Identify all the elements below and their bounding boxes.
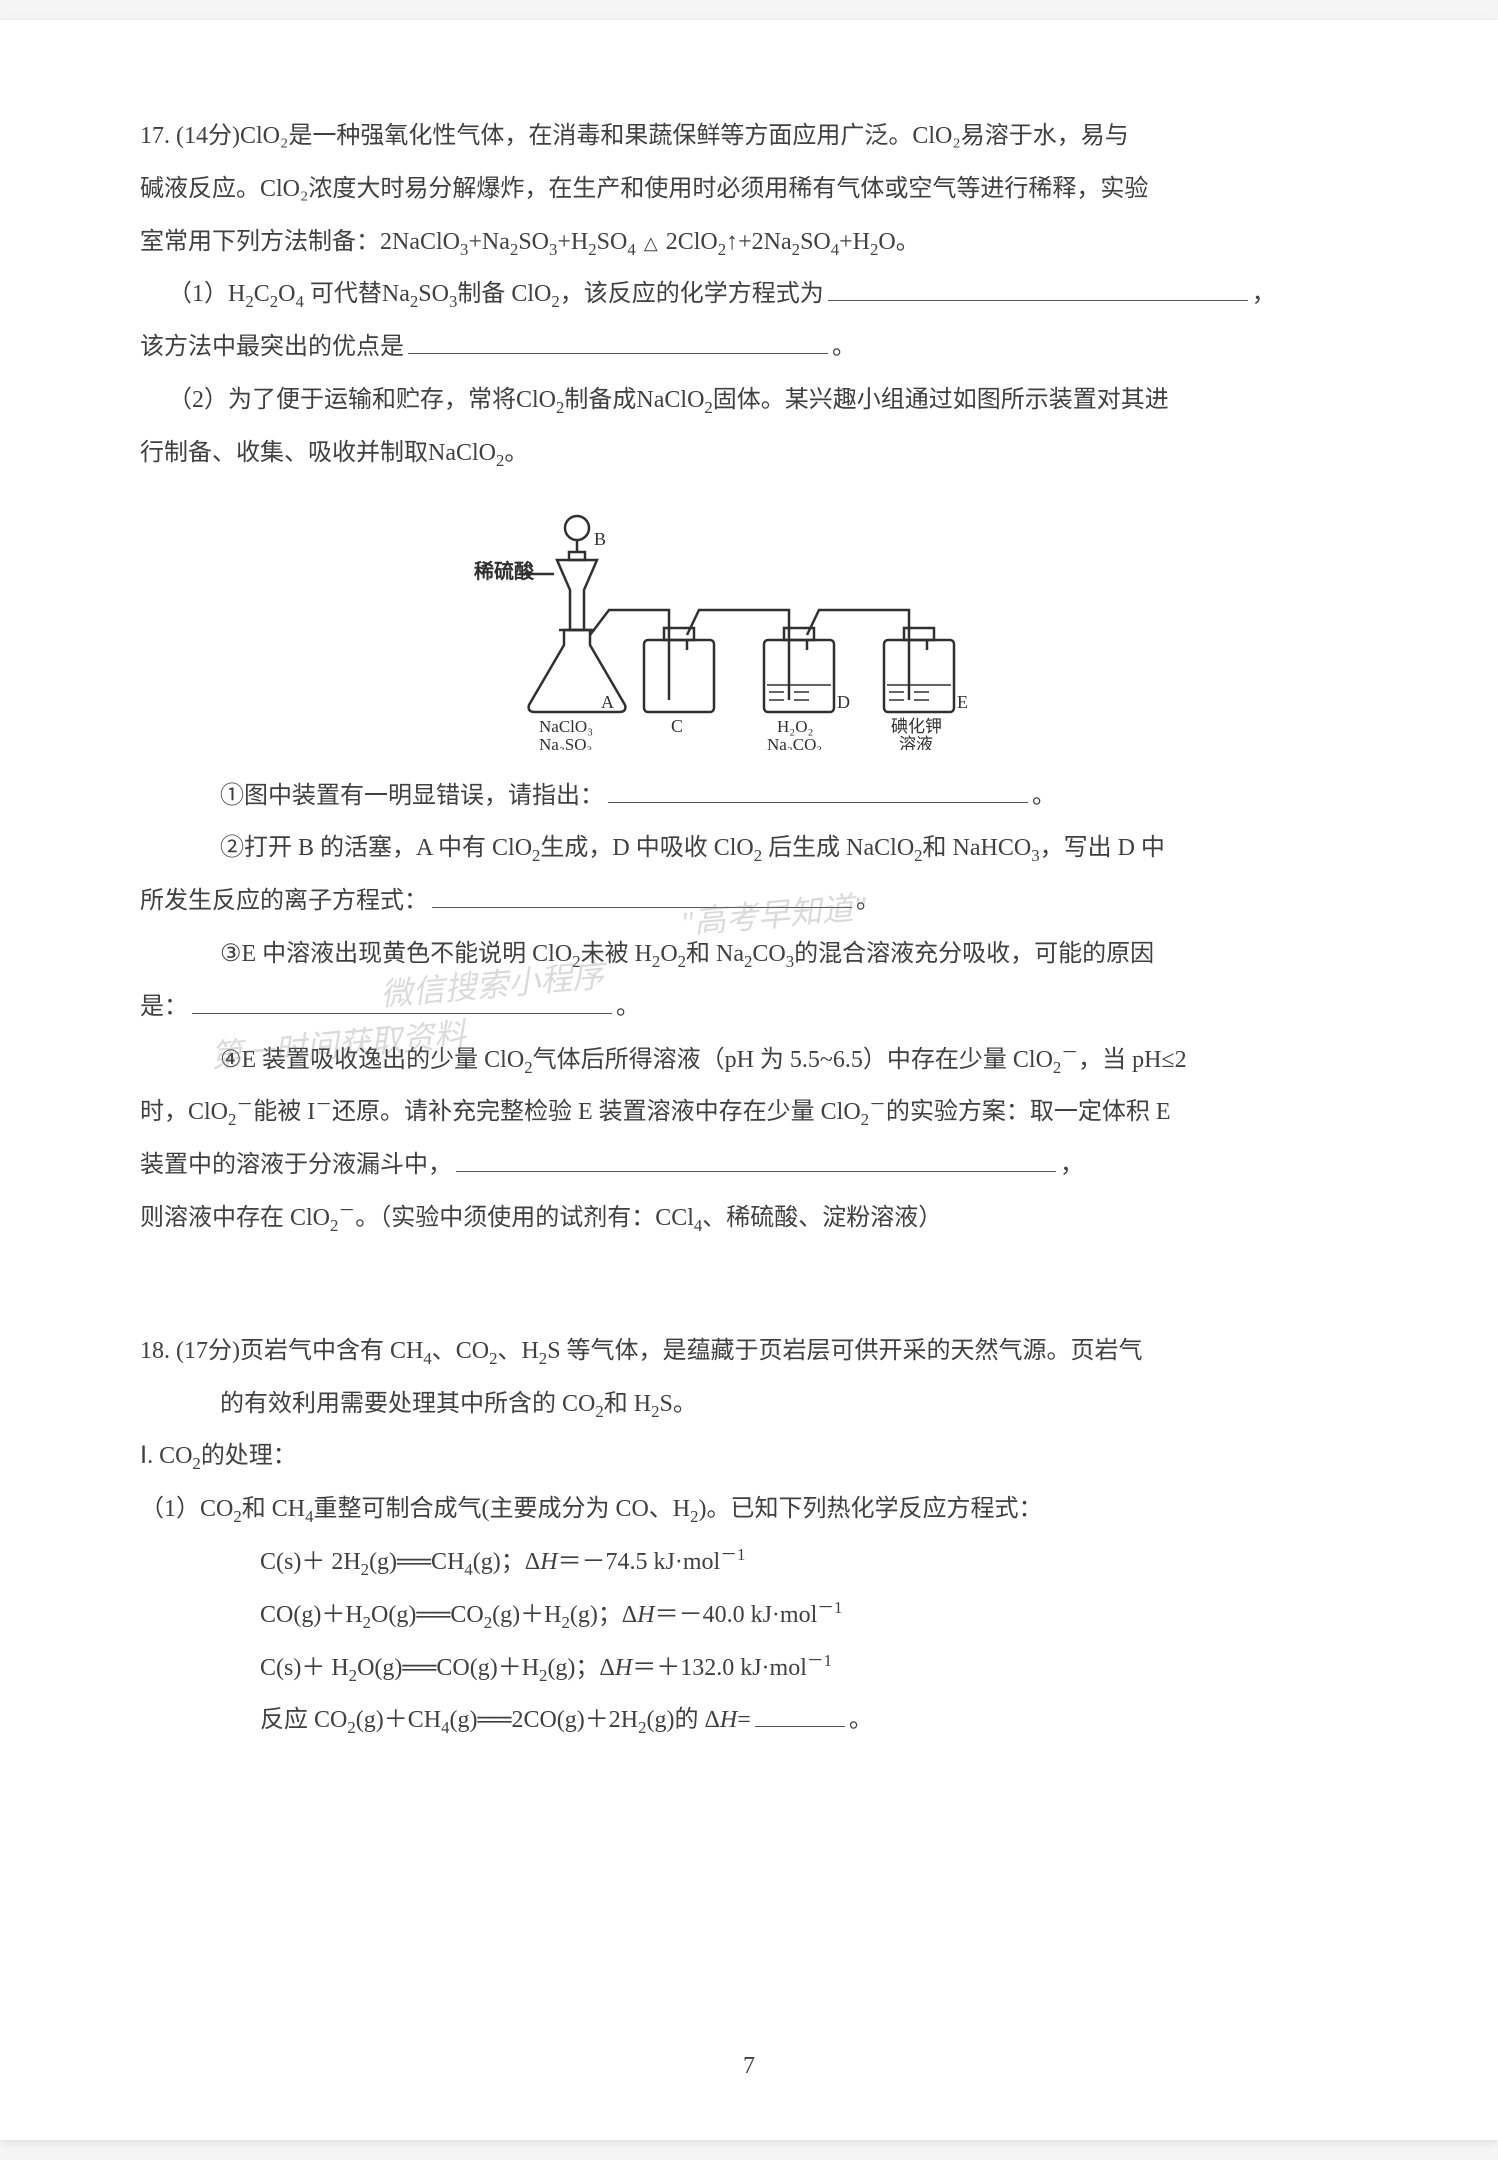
- q17-circle4-l3: 装置中的溶液于分液漏斗中， ，: [140, 1139, 1358, 1192]
- eq3-text: C(s)＋ H2O(g)══CO(g)＋H2(g)；ΔH＝＋132.0 kJ·m…: [260, 1655, 832, 1681]
- blank-field: [192, 992, 612, 1014]
- c2-l1: ②打开 B 的活塞，A 中有 ClO2生成，D 中吸收 ClO2 后生成 NaC…: [220, 835, 1165, 861]
- q17-sub1-p: 。: [832, 334, 856, 360]
- label-A: A: [601, 692, 614, 712]
- q17-points: (14分): [176, 123, 240, 149]
- q18-eq3: C(s)＋ H2O(g)══CO(g)＋H2(g)；ΔH＝＋132.0 kJ·m…: [140, 1642, 1358, 1695]
- q17-circle3-l1: ③E 中溶液出现黄色不能说明 ClO2未被 H2O2和 Na2CO3的混合溶液充…: [140, 928, 1358, 981]
- question-18: 18. (17分)页岩气中含有 CH4、CO2、H2S 等气体，是蕴藏于页岩层可…: [140, 1325, 1358, 1747]
- q17-sub1-label: （1）: [168, 281, 228, 307]
- q17-intro-line3: 室常用下列方法制备：2NaClO3+Na2SO3+H2SO4△2ClO2↑+2N…: [140, 216, 1358, 269]
- content-area: 17. (14分)ClO₂是一种强氧化性气体，在消毒和果蔬保鲜等方面应用广泛。C…: [140, 110, 1358, 1747]
- q17-circle2-l1: ②打开 B 的活塞，A 中有 ClO2生成，D 中吸收 ClO2 后生成 NaC…: [140, 822, 1358, 875]
- q18-sub1-label: （1）: [140, 1496, 200, 1522]
- q17-sub2-l1: 为了便于运输和贮存，常将ClO2制备成NaClO2固体。某兴趣小组通过如图所示装…: [228, 387, 1169, 413]
- apparatus-svg: B 稀硫酸 A NaClO₃ Na₂SO₃: [439, 510, 1059, 750]
- c4-l1: ④E 装置吸收逸出的少量 ClO2气体后所得溶液（pH 为 5.5~6.5）中存…: [220, 1047, 1187, 1073]
- q18-s1-label: Ⅰ. CO2的处理：: [140, 1443, 297, 1469]
- c3-l1: ③E 中溶液出现黄色不能说明 ClO2未被 H2O2和 Na2CO3的混合溶液充…: [220, 941, 1154, 967]
- c4-l4: 则溶液中存在 ClO2－。（实验中须使用的试剂有：CCl4、稀硫酸、淀粉溶液）: [140, 1205, 942, 1231]
- blank-field: [755, 1705, 845, 1727]
- c2-p: 。: [856, 888, 880, 914]
- label-B: B: [594, 529, 606, 549]
- q17-equation1: 2NaClO3+Na2SO3+H2SO4△2ClO2↑+2Na2SO4+H2O。: [380, 229, 920, 255]
- page-number: 7: [743, 2053, 755, 2080]
- question-17: 17. (14分)ClO₂是一种强氧化性气体，在消毒和果蔬保鲜等方面应用广泛。C…: [140, 110, 1358, 1245]
- q18-number: 18.: [140, 1338, 170, 1364]
- bottle-D-l2: Na₂CO₃: [767, 735, 822, 750]
- q18-l2: 的有效利用需要处理其中所含的 CO2和 H2S。: [220, 1391, 697, 1417]
- q17-circle2-l2: 所发生反应的离子方程式： 。: [140, 875, 1358, 928]
- flask-A-l1: NaClO₃: [539, 717, 593, 736]
- q17-sub1: （1）H2C2O4 可代替Na2SO3制备 ClO2，该反应的化学方程式为 ，: [140, 268, 1358, 321]
- q17-circle4-l2: 时，ClO2－能被 I－还原。请补充完整检验 E 装置溶液中存在少量 ClO2－…: [140, 1086, 1358, 1139]
- q17-number: 17.: [140, 123, 170, 149]
- q18-eq4: 反应 CO2(g)＋CH4(g)══2CO(g)＋2H2(g)的 ΔH= 。: [140, 1694, 1358, 1747]
- q17-sub2-l2: 行制备、收集、吸收并制取NaClO2。: [140, 440, 528, 466]
- eq2-text: CO(g)＋H2O(g)══CO2(g)＋H2(g)；ΔH＝－40.0 kJ·m…: [260, 1602, 842, 1628]
- label-dilute-acid: 稀硫酸: [474, 559, 535, 583]
- q17-intro-line1: 17. (14分)ClO₂是一种强氧化性气体，在消毒和果蔬保鲜等方面应用广泛。C…: [140, 110, 1358, 163]
- c4-comma: ，: [1060, 1152, 1084, 1178]
- q18-section1: Ⅰ. CO2的处理：: [140, 1430, 1358, 1483]
- bottle-E-l1: 碘化钾: [891, 717, 942, 736]
- page-container: 17. (14分)ClO₂是一种强氧化性气体，在消毒和果蔬保鲜等方面应用广泛。C…: [0, 20, 1498, 2140]
- apparatus-diagram: B 稀硫酸 A NaClO₃ Na₂SO₃: [140, 510, 1358, 750]
- c1-p: 。: [1032, 783, 1056, 809]
- label-E: E: [957, 692, 968, 712]
- eq4-p: 。: [849, 1707, 873, 1733]
- q18-eq1: C(s)＋ 2H2(g)══CH4(g)；ΔH＝－74.5 kJ·mol－1: [140, 1536, 1358, 1589]
- q17-intro-prefix: 室常用下列方法制备：: [140, 229, 380, 255]
- q18-l1: 页岩气中含有 CH4、CO2、H2S 等气体，是蕴藏于页岩层可供开采的天然气源。…: [240, 1338, 1143, 1364]
- q17-sub2-line1: （2）为了便于运输和贮存，常将ClO2制备成NaClO2固体。某兴趣小组通过如图…: [140, 374, 1358, 427]
- bottle-D-l1: H₂O₂: [777, 717, 813, 736]
- q17-sub2-line2: 行制备、收集、吸收并制取NaClO2。: [140, 427, 1358, 480]
- q17-circle3-l2: 是： 。: [140, 981, 1358, 1034]
- q17-sub1-text: H2C2O4 可代替Na2SO3制备 ClO2，该反应的化学方程式为: [228, 281, 824, 307]
- eq4-prefix: 反应 CO2(g)＋CH4(g)══2CO(g)＋2H2(g)的 ΔH=: [260, 1707, 751, 1733]
- q18-eq2: CO(g)＋H2O(g)══CO2(g)＋H2(g)；ΔH＝－40.0 kJ·m…: [140, 1589, 1358, 1642]
- blank-field: [608, 781, 1028, 803]
- label-C: C: [671, 716, 683, 736]
- blank-field: [828, 279, 1248, 301]
- blank-field: [456, 1150, 1056, 1172]
- q17-adv-text: 该方法中最突出的优点是: [140, 334, 404, 360]
- eq1-text: C(s)＋ 2H2(g)══CH4(g)；ΔH＝－74.5 kJ·mol－1: [260, 1549, 745, 1575]
- q18-intro-l2: 的有效利用需要处理其中所含的 CO2和 H2S。: [140, 1378, 1358, 1431]
- c4-l3: 装置中的溶液于分液漏斗中，: [140, 1152, 452, 1178]
- c3-p: 。: [616, 994, 640, 1020]
- flask-A-l2: Na₂SO₃: [539, 735, 592, 750]
- c1-text: ①图中装置有一明显错误，请指出：: [220, 783, 604, 809]
- q18-sub1-text: CO2和 CH4重整可制合成气(主要成分为 CO、H2)。已知下列热化学反应方程…: [200, 1496, 1043, 1522]
- q18-points: (17分): [176, 1338, 240, 1364]
- blank-field: [432, 886, 852, 908]
- c2-l2: 所发生反应的离子方程式：: [140, 888, 428, 914]
- blank-field: [408, 332, 828, 354]
- q17-sub1-trail: ，: [1252, 281, 1276, 307]
- q17-circle1: ①图中装置有一明显错误，请指出： 。: [140, 770, 1358, 823]
- q17-intro-text1: ClO₂是一种强氧化性气体，在消毒和果蔬保鲜等方面应用广泛。ClO₂易溶于水，易…: [240, 123, 1129, 149]
- q18-intro-l1: 18. (17分)页岩气中含有 CH4、CO2、H2S 等气体，是蕴藏于页岩层可…: [140, 1325, 1358, 1378]
- q17-circle4-l1: ④E 装置吸收逸出的少量 ClO2气体后所得溶液（pH 为 5.5~6.5）中存…: [140, 1034, 1358, 1087]
- q17-intro-line2: 碱液反应。ClO₂浓度大时易分解爆炸，在生产和使用时必须用稀有气体或空气等进行稀…: [140, 163, 1358, 216]
- bottle-E-l2: 溶液: [899, 735, 933, 750]
- label-D: D: [837, 692, 850, 712]
- q17-sub2-label: （2）: [168, 387, 228, 413]
- q18-sub1: （1）CO2和 CH4重整可制合成气(主要成分为 CO、H2)。已知下列热化学反…: [140, 1483, 1358, 1536]
- q17-sub1-advantage: 该方法中最突出的优点是 。: [140, 321, 1358, 374]
- q17-circle4-l4: 则溶液中存在 ClO2－。（实验中须使用的试剂有：CCl4、稀硫酸、淀粉溶液）: [140, 1192, 1358, 1245]
- c4-l2: 时，ClO2－能被 I－还原。请补充完整检验 E 装置溶液中存在少量 ClO2－…: [140, 1099, 1171, 1125]
- c3-l2: 是：: [140, 994, 188, 1020]
